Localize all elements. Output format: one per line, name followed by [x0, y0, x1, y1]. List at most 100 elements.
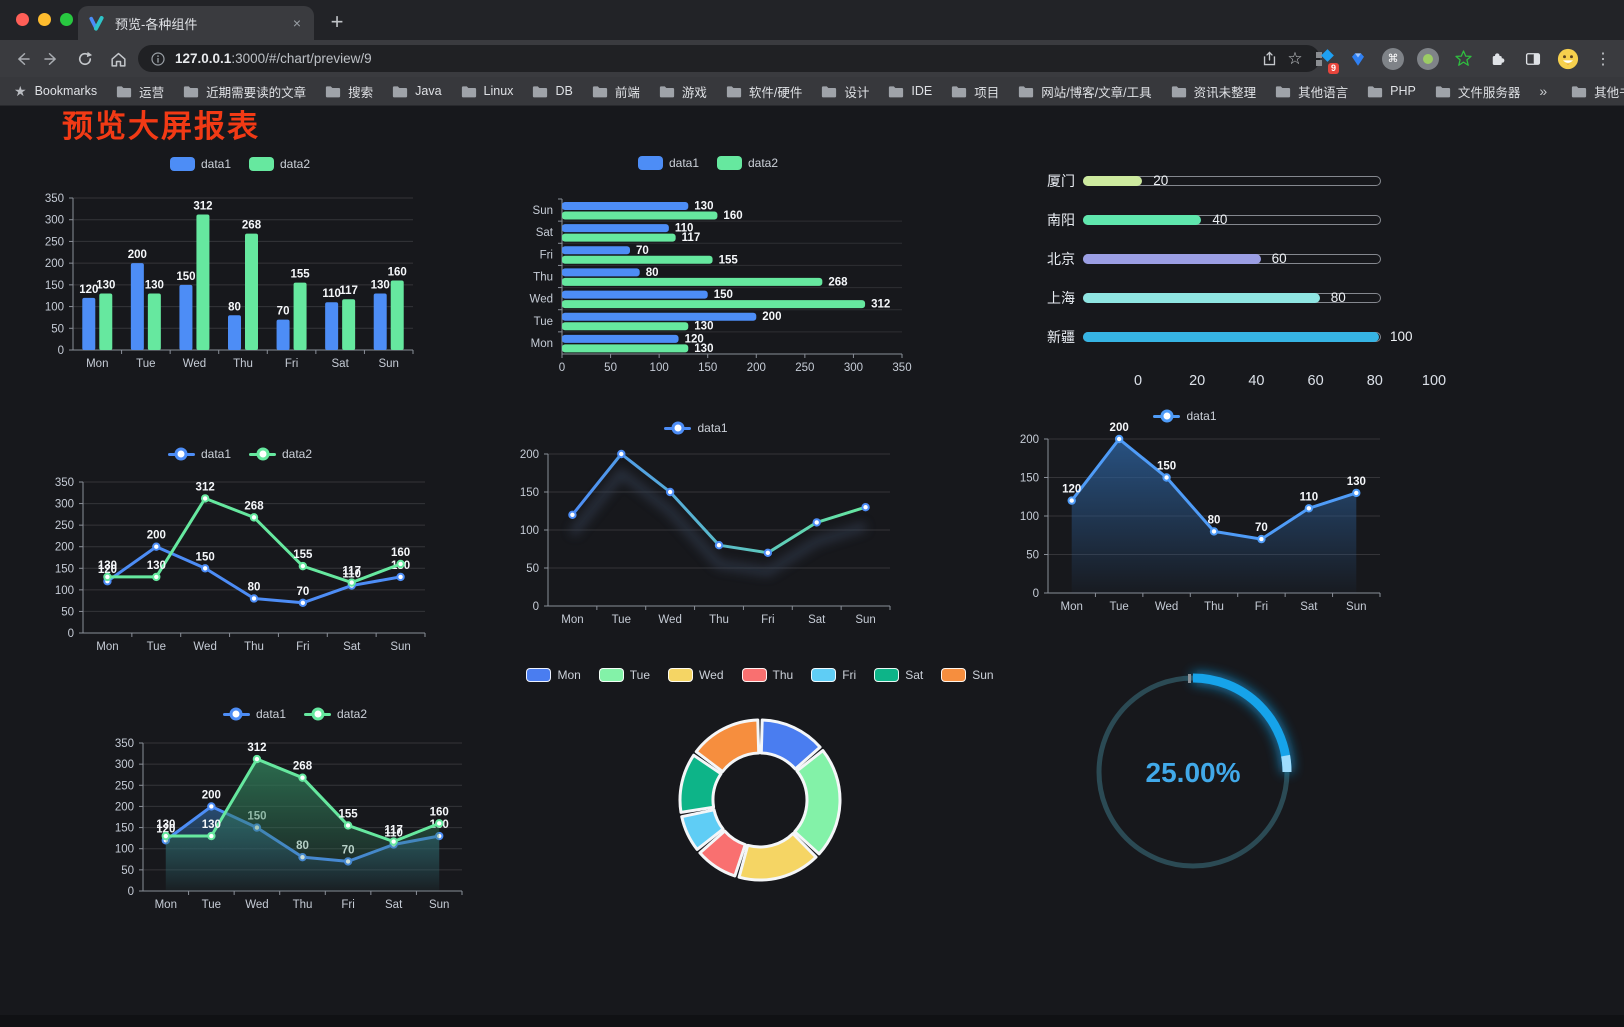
forward-button[interactable]	[38, 46, 64, 72]
legend-item[interactable]: data1	[169, 157, 231, 171]
url-bar[interactable]: 127.0.0.1:3000/#/chart/preview/9 ☆	[138, 45, 1320, 72]
bookmark-folder[interactable]: 搜索	[325, 82, 373, 101]
titlebar: 预览-各种组件 × +	[0, 0, 1624, 40]
reload-button[interactable]	[72, 46, 98, 72]
progress-label: 上海	[1047, 290, 1075, 306]
legend-item[interactable]: data1	[167, 447, 231, 461]
bookmark-folder[interactable]: 近期需要读的文章	[183, 82, 306, 101]
legend-label: data2	[337, 707, 368, 721]
bookmark-folder[interactable]: 运营	[116, 82, 164, 101]
extensions-puzzle-button[interactable]	[1487, 48, 1509, 70]
svg-text:0: 0	[68, 628, 74, 640]
svg-text:350: 350	[115, 738, 134, 750]
legend-item[interactable]: data1	[664, 421, 728, 435]
progress-row: 北京 60	[1020, 248, 1381, 270]
progress-label: 南阳	[1047, 212, 1075, 228]
legend-item[interactable]: Tue	[598, 668, 650, 682]
legend-item[interactable]: Sat	[874, 668, 923, 682]
share-button[interactable]	[1256, 50, 1282, 67]
bookmark-folder[interactable]: DB	[532, 84, 573, 98]
svg-text:150: 150	[55, 563, 74, 575]
extension-command-button[interactable]: ⌘	[1382, 47, 1404, 70]
window-bottom-edge	[0, 1015, 1624, 1027]
side-panel-button[interactable]	[1522, 48, 1544, 70]
legend-item[interactable]: Wed	[668, 668, 724, 682]
bookmark-folder[interactable]: Linux	[461, 84, 513, 98]
tab-close-icon[interactable]: ×	[292, 15, 301, 31]
extension-record-button[interactable]	[1417, 47, 1439, 70]
browser-menu-button[interactable]: ⋮	[1592, 48, 1614, 70]
bookmark-folder[interactable]: Java	[392, 84, 442, 98]
legend-label: Mon	[557, 668, 581, 682]
bookmark-folder-label: 前端	[614, 85, 640, 100]
folder-icon	[1019, 85, 1034, 97]
legend-item[interactable]: data2	[304, 707, 367, 721]
legend-item[interactable]: data2	[249, 447, 312, 461]
svg-text:110: 110	[322, 288, 341, 300]
svg-text:150: 150	[176, 271, 195, 283]
extension-grid-button[interactable]: 9	[1312, 48, 1339, 74]
legend-label: Fri	[842, 668, 857, 682]
minimize-window-button[interactable]	[38, 13, 51, 26]
page-info-icon[interactable]	[150, 51, 166, 67]
svg-text:0: 0	[58, 345, 64, 357]
progress-value: 60	[1271, 250, 1287, 266]
legend-item[interactable]: Thu	[741, 668, 793, 682]
zoom-window-button[interactable]	[60, 13, 73, 26]
bookmarks-label[interactable]: Bookmarks	[34, 84, 98, 98]
legend-item[interactable]: Fri	[811, 668, 856, 682]
close-window-button[interactable]	[16, 13, 29, 26]
bookmark-folder[interactable]: IDE	[888, 84, 932, 98]
svg-text:130: 130	[1347, 476, 1366, 488]
svg-text:268: 268	[828, 276, 848, 288]
legend-item[interactable]: data2	[249, 157, 310, 171]
bookmark-folder[interactable]: 设计	[821, 82, 869, 101]
extension-star-button[interactable]	[1452, 48, 1474, 70]
legend-item[interactable]: data1	[1153, 409, 1217, 423]
folder-icon	[1171, 85, 1186, 97]
bookmark-folder[interactable]: 其他语言	[1275, 82, 1348, 101]
progress-row: 南阳 40	[1020, 209, 1381, 231]
bookmark-folder[interactable]: 游戏	[659, 82, 707, 101]
bookmarks-overflow-chevron[interactable]: »	[1539, 83, 1548, 99]
extension-gem-button[interactable]	[1347, 48, 1369, 70]
svg-text:25.00%: 25.00%	[1146, 757, 1241, 788]
bookmark-folder-label: 资讯未整理	[1193, 85, 1257, 100]
chart-legend: data1 data2	[40, 447, 440, 461]
legend-item[interactable]: data1	[637, 156, 699, 170]
svg-text:100: 100	[650, 362, 669, 374]
svg-text:200: 200	[1110, 422, 1129, 434]
folder-icon	[533, 85, 548, 97]
bookmarks-bar: ★ Bookmarks 运营 近期需要读的文章 搜索 Java Linux DB 前端 游戏 软…	[0, 77, 1624, 106]
bookmark-folder[interactable]: 资讯未整理	[1171, 82, 1257, 101]
svg-text:150: 150	[115, 823, 134, 835]
legend-item[interactable]: Mon	[526, 668, 581, 682]
bookmark-folder[interactable]: 文件服务器	[1435, 82, 1520, 101]
bookmark-star-button[interactable]: ☆	[1287, 48, 1303, 68]
legend-item[interactable]: Sun	[941, 668, 994, 682]
browser-tab[interactable]: 预览-各种组件 ×	[78, 6, 314, 40]
other-bookmarks-folder[interactable]: 其他书签	[1571, 82, 1624, 101]
bookmarks-manager-icon[interactable]: ★	[14, 82, 27, 99]
svg-text:Thu: Thu	[709, 614, 729, 626]
svg-text:268: 268	[293, 761, 313, 773]
legend-item[interactable]: data1	[222, 707, 286, 721]
back-button[interactable]	[10, 46, 36, 72]
folder-icon	[592, 85, 607, 97]
profile-avatar[interactable]	[1557, 48, 1579, 70]
bookmark-folder-label: 设计	[844, 85, 870, 100]
bookmark-folder[interactable]: 前端	[592, 82, 640, 101]
bookmark-folder[interactable]: 网站/博客/文章/工具	[1018, 82, 1152, 101]
new-tab-button[interactable]: +	[330, 9, 344, 34]
legend-swatch-icon	[668, 668, 694, 682]
svg-text:50: 50	[61, 606, 74, 618]
bookmark-folder[interactable]: 软件/硬件	[726, 82, 802, 101]
bookmark-folder-label: 近期需要读的文章	[206, 85, 307, 100]
bookmark-folder[interactable]: 项目	[951, 82, 999, 101]
bookmark-folder[interactable]: PHP	[1367, 84, 1416, 98]
home-button[interactable]	[105, 46, 131, 72]
svg-text:150: 150	[714, 289, 733, 301]
svg-text:50: 50	[604, 362, 617, 374]
legend-item[interactable]: data2	[717, 156, 778, 170]
